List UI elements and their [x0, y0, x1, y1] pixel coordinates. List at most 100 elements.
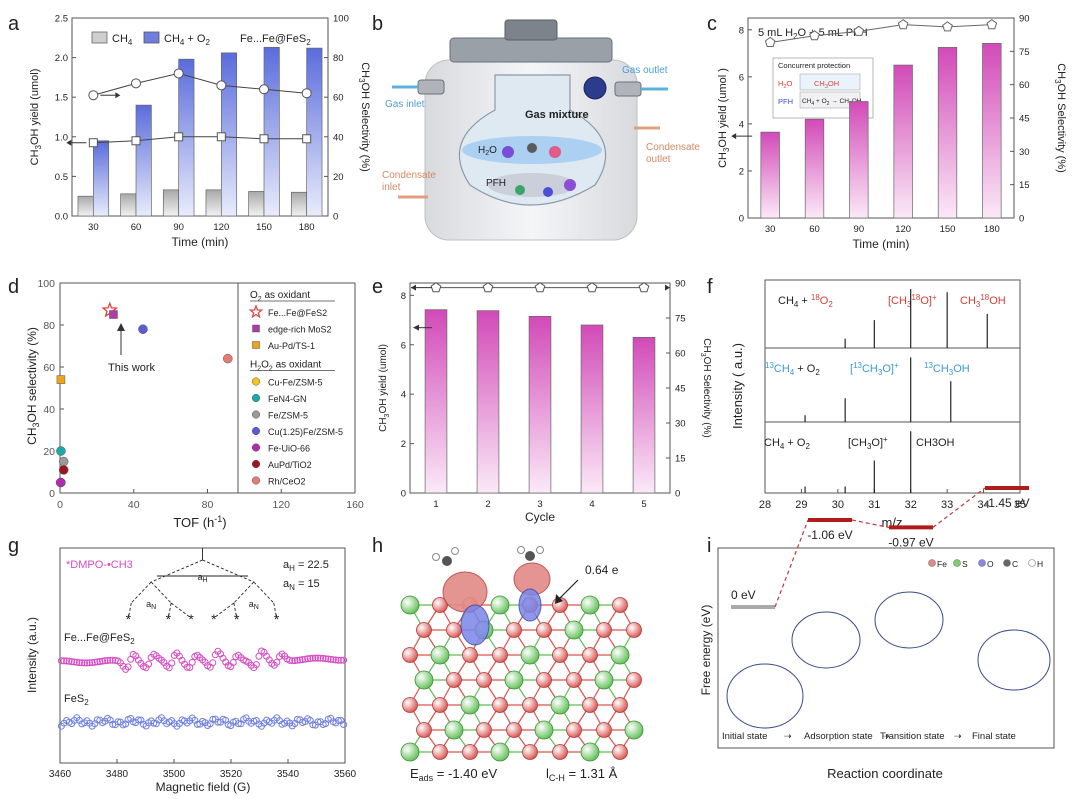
y-tick-label: 0.0 — [55, 212, 68, 223]
legend-marker — [251, 443, 261, 452]
series-point — [897, 19, 909, 30]
charge-transfer-label: 0.64 e — [585, 563, 619, 577]
state-arrow: ⇢ — [882, 731, 890, 741]
x-axis-label: TOF (h-1) — [173, 514, 226, 530]
scatter-point — [56, 375, 66, 384]
panel-letter-f: f — [707, 276, 713, 298]
y-tick-label-right: 30 — [675, 419, 686, 430]
legend-group-title: O2 as oxidant — [250, 290, 310, 303]
iron-atom — [596, 722, 612, 738]
epr-point — [299, 656, 306, 664]
hydrogen-atom — [432, 553, 440, 561]
epr-point — [109, 656, 117, 664]
bar — [804, 118, 825, 219]
series-point — [586, 282, 598, 293]
iron-atom — [522, 697, 538, 713]
legend-label: Fe-UiO-66 — [268, 444, 310, 454]
x-tick-label: 31 — [868, 499, 880, 511]
iron-atom — [536, 672, 552, 688]
epr-point — [60, 657, 68, 665]
epr-point — [291, 657, 299, 665]
y-axis-label: CH3OH yield (umol) — [29, 69, 43, 166]
panel-letter-a: a — [8, 13, 20, 35]
state-bubble — [726, 663, 804, 729]
panel-h-structure: 0.64 e Eads = -1.40 eV lC-H = 1.31 Å — [400, 546, 644, 783]
scatter-point — [56, 446, 66, 456]
series-point — [88, 90, 99, 101]
x-tick-label: 3520 — [220, 769, 243, 780]
epr-point — [273, 658, 281, 666]
iron-atom — [596, 622, 612, 638]
sulfur-atom — [594, 670, 614, 690]
scatter-point — [138, 324, 148, 334]
y-tick-label: 4 — [401, 390, 406, 401]
peak-marker: * — [166, 611, 172, 627]
fitting — [583, 76, 607, 100]
y-tick-label: 80 — [43, 320, 55, 332]
legend-swatch-ch4 — [91, 31, 108, 44]
bar — [580, 324, 604, 494]
legend-marker — [251, 476, 261, 485]
y-tick-label: 1.5 — [55, 93, 68, 104]
panel-e-chart: CH3OH yield (umol) CH3OH Selectivity (%)… — [378, 279, 712, 525]
plot-frame — [71, 17, 329, 217]
sulfur-atom — [414, 670, 434, 690]
iron-atom — [582, 697, 598, 713]
y-axis-label: CH3OH yield (umol ) — [717, 68, 731, 168]
x-axis-label: Reaction coordinate — [827, 766, 943, 781]
connector — [851, 519, 890, 528]
panel-g-chart: Intensity (a.u.) Magnetic field (G) *DMP… — [25, 547, 357, 794]
legend-marker — [978, 559, 986, 567]
epr-point — [93, 658, 101, 666]
iron-atom — [612, 744, 628, 760]
y-tick-label-right: 75 — [675, 314, 686, 325]
panel-letter-e: e — [372, 276, 383, 298]
bar — [162, 189, 180, 217]
molecule — [564, 179, 576, 191]
iron-atom — [432, 597, 448, 613]
epr-point — [101, 657, 109, 665]
iron-atom — [612, 597, 628, 613]
legend-label: H — [1037, 559, 1043, 569]
legend-label: S — [962, 559, 968, 569]
epr-point — [209, 659, 217, 667]
series-point — [88, 138, 98, 148]
epr-point — [75, 659, 83, 667]
label-gas-inlet: Gas inlet — [385, 99, 425, 110]
charge-density-lobe — [460, 604, 490, 646]
series-point — [259, 134, 269, 144]
legend-label: Cu-Fe/ZSM-5 — [268, 378, 323, 388]
y-tick-label: 2 — [739, 166, 744, 177]
iron-atom — [416, 622, 432, 638]
x-axis-label: Time (min) — [172, 235, 229, 249]
this-work-arrowhead — [117, 323, 125, 331]
scatter-point — [58, 465, 69, 475]
y-tick-label-right: 30 — [1019, 147, 1030, 158]
sulfur-atom — [520, 645, 540, 665]
x-tick-label: 30 — [88, 222, 99, 233]
epr-point — [134, 716, 142, 724]
row3-label-reactants: CH4 + O2 — [764, 437, 810, 451]
series-point — [764, 36, 776, 47]
iron-atom — [446, 672, 462, 688]
legend-marker — [251, 377, 261, 386]
epr-point — [309, 721, 317, 729]
energy-value-label: -0.97 eV — [888, 535, 933, 549]
series-point — [131, 78, 141, 89]
sulfur-atom — [610, 645, 630, 665]
sample-annotation: Fe...Fe@FeS2 — [240, 33, 311, 47]
x-tick-label: 180 — [299, 222, 315, 233]
epr-point — [93, 716, 101, 724]
series-point — [809, 30, 820, 41]
epr-point — [327, 655, 335, 663]
sulfur-atom — [490, 595, 510, 615]
epr-point — [332, 656, 340, 664]
molecule — [549, 146, 561, 158]
energy-levels: 0 eV -1.06 eV -0.97 eV -1.45 eV Initial stat… — [722, 486, 1030, 742]
y-tick-label: 60 — [43, 362, 55, 374]
x-tick-label: 150 — [940, 224, 956, 235]
hyperfine-an-label: aN — [146, 599, 156, 611]
bar — [120, 193, 137, 217]
peak-marker: * — [234, 611, 240, 627]
legend-label: Cu(1.25)Fe/ZSM-5 — [268, 427, 343, 437]
